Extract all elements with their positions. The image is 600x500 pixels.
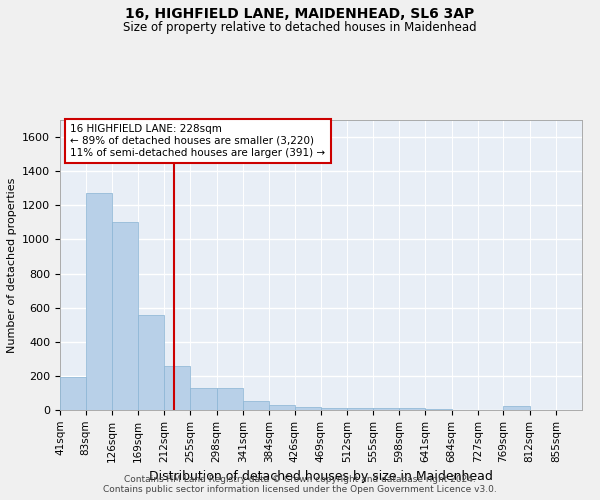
Bar xyxy=(112,222,138,410)
Bar xyxy=(269,405,295,410)
Bar xyxy=(399,408,425,410)
Bar xyxy=(217,388,243,410)
Bar xyxy=(320,408,347,410)
Y-axis label: Number of detached properties: Number of detached properties xyxy=(7,178,17,352)
Bar xyxy=(503,406,530,410)
Bar xyxy=(190,388,217,410)
Bar xyxy=(86,194,112,410)
Bar xyxy=(60,376,86,410)
Text: Contains HM Land Registry data © Crown copyright and database right 2024.
Contai: Contains HM Land Registry data © Crown c… xyxy=(103,474,497,494)
Text: 16 HIGHFIELD LANE: 228sqm
← 89% of detached houses are smaller (3,220)
11% of se: 16 HIGHFIELD LANE: 228sqm ← 89% of detac… xyxy=(70,124,326,158)
Bar xyxy=(347,408,373,410)
Text: Size of property relative to detached houses in Maidenhead: Size of property relative to detached ho… xyxy=(123,21,477,34)
Bar xyxy=(373,408,399,410)
Bar xyxy=(164,366,190,410)
Bar xyxy=(295,406,320,410)
Bar xyxy=(243,400,269,410)
Text: 16, HIGHFIELD LANE, MAIDENHEAD, SL6 3AP: 16, HIGHFIELD LANE, MAIDENHEAD, SL6 3AP xyxy=(125,8,475,22)
Bar xyxy=(138,316,164,410)
X-axis label: Distribution of detached houses by size in Maidenhead: Distribution of detached houses by size … xyxy=(149,470,493,483)
Bar xyxy=(425,409,452,410)
